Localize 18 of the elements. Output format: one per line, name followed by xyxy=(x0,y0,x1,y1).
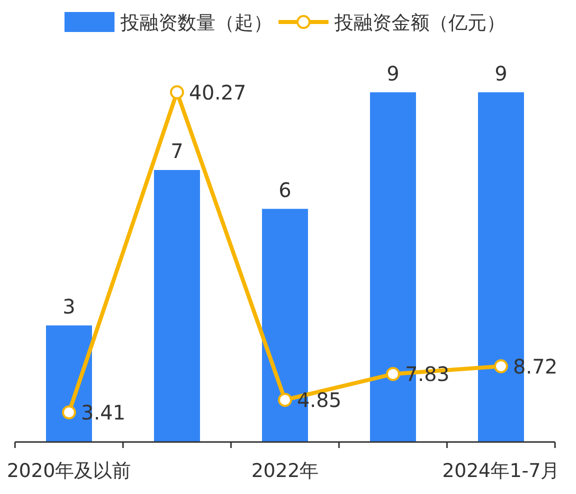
point xyxy=(494,359,508,374)
data-label: 6 xyxy=(278,178,292,202)
bar xyxy=(154,170,200,442)
data-label: 3 xyxy=(62,294,76,318)
x-tick-label: 2022年 xyxy=(251,460,319,482)
data-label: 9 xyxy=(386,61,400,86)
point xyxy=(170,85,184,100)
data-label: 7.83 xyxy=(405,362,450,386)
data-label: 9 xyxy=(494,61,508,86)
x-tick-label: 2024年1-7月 xyxy=(442,460,560,482)
point xyxy=(62,405,76,420)
data-label: 7 xyxy=(170,138,184,163)
point xyxy=(278,392,292,407)
data-label: 40.27 xyxy=(189,80,246,104)
point xyxy=(386,366,400,381)
legend-label: 投融资数量（起） xyxy=(120,12,272,34)
legend-label: 投融资金额（亿元） xyxy=(334,12,506,34)
x-tick-label: 2020年及以前 xyxy=(6,460,132,482)
